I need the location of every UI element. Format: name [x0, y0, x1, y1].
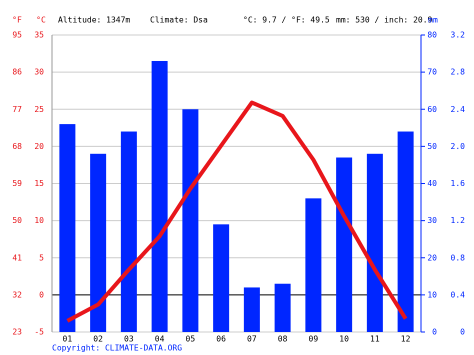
y2-in-tick-label: 2.0	[451, 142, 466, 151]
x-tick-label: 12	[401, 335, 411, 344]
precip-bar	[243, 287, 260, 332]
x-tick-label: 02	[93, 335, 103, 344]
x-tick-label: 05	[186, 335, 196, 344]
x-tick-label: 11	[370, 335, 380, 344]
x-tick-label: 06	[216, 335, 226, 344]
precip-bar	[182, 109, 199, 332]
c-unit: °C	[36, 16, 46, 25]
y2-in-tick-label: 1.2	[451, 216, 466, 225]
y-f-tick-label: 95	[12, 31, 22, 40]
y-tick-label: 15	[34, 179, 44, 188]
mm-unit: mm	[428, 16, 438, 25]
y2-tick-label: 30	[427, 216, 437, 225]
y-tick-label: 0	[39, 290, 44, 299]
precip-bar	[366, 153, 383, 332]
y-f-tick-label: 23	[12, 328, 22, 337]
x-tick-label: 10	[339, 335, 349, 344]
y-f-tick-label: 50	[12, 216, 22, 225]
y2-tick-label: 0	[432, 328, 437, 337]
precip-bar	[274, 283, 291, 332]
precip-bar	[120, 131, 137, 332]
y-tick-label: 25	[34, 105, 44, 114]
y2-tick-label: 20	[427, 253, 437, 262]
y2-in-tick-label: 0.8	[451, 253, 466, 262]
y-f-tick-label: 32	[12, 290, 22, 299]
precip-bar	[59, 124, 76, 332]
precip-bar	[305, 198, 322, 332]
y2-in-tick-label: 0	[460, 328, 465, 337]
altitude: Altitude: 1347m	[58, 16, 130, 25]
y-f-tick-label: 77	[12, 105, 22, 114]
f-unit: °F	[12, 16, 22, 25]
precip-bar	[213, 224, 230, 332]
precip-bar	[151, 60, 168, 333]
y2-tick-label: 60	[427, 105, 437, 114]
y2-tick-label: 70	[427, 68, 437, 77]
temp-line	[66, 100, 408, 323]
y-f-tick-label: 68	[12, 142, 22, 151]
climate: Climate: Dsa	[150, 16, 208, 25]
copyright: Copyright: CLIMATE-DATA.ORG	[52, 344, 182, 353]
y2-tick-label: 50	[427, 142, 437, 151]
y-tick-label: 30	[34, 68, 44, 77]
y2-tick-label: 80	[427, 31, 437, 40]
y2-in-tick-label: 2.4	[451, 105, 466, 114]
precip-bar	[336, 157, 353, 332]
y-tick-label: -5	[34, 328, 44, 337]
x-tick-label: 09	[309, 335, 319, 344]
precip-total: mm: 530 / inch: 20.9	[336, 16, 433, 25]
y-f-tick-label: 41	[12, 253, 22, 262]
x-tick-label: 07	[247, 335, 257, 344]
precip-bar	[397, 131, 414, 332]
x-tick-label: 08	[278, 335, 288, 344]
precip-bar	[90, 153, 107, 332]
y2-tick-label: 10	[427, 290, 437, 299]
y-tick-label: 5	[39, 253, 44, 262]
y2-tick-label: 40	[427, 179, 437, 188]
temp-mean: °C: 9.7 / °F: 49.5	[243, 16, 330, 25]
x-tick-label: 01	[63, 335, 73, 344]
y2-in-tick-label: 1.6	[451, 179, 466, 188]
y-tick-label: 10	[34, 216, 44, 225]
y-tick-label: 20	[34, 142, 44, 151]
y-f-tick-label: 59	[12, 179, 22, 188]
x-tick-label: 04	[155, 335, 165, 344]
y2-in-tick-label: 3.2	[451, 31, 466, 40]
y2-in-tick-label: 2.8	[451, 68, 466, 77]
y-tick-label: 35	[34, 31, 44, 40]
y-f-tick-label: 86	[12, 68, 22, 77]
y2-in-tick-label: 0.4	[451, 290, 466, 299]
x-tick-label: 03	[124, 335, 134, 344]
